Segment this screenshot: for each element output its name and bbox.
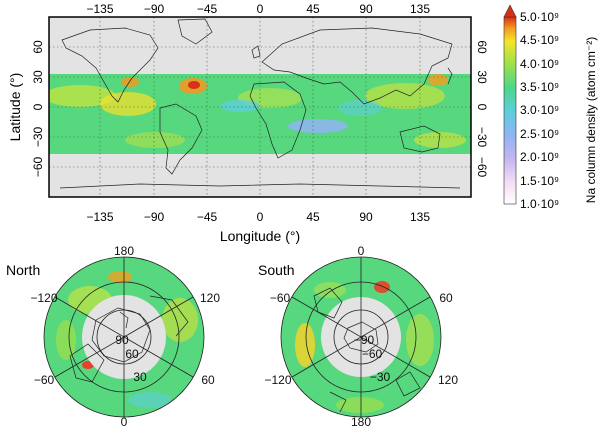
lat-tick-right: −30 xyxy=(475,127,489,148)
lat-tick-left: 30 xyxy=(31,70,45,84)
lat-tick-left: −30 xyxy=(31,126,45,147)
lon-tick-bottom: −90 xyxy=(144,210,165,224)
north-lat-label: 60 xyxy=(125,347,139,361)
south-lon-label: 120 xyxy=(438,373,458,387)
colorbar-bar xyxy=(503,16,517,205)
left-lat-ticks: 60 30 0 −30 −60 xyxy=(31,40,45,177)
south-lon-label: −60 xyxy=(270,291,291,305)
lat-tick-right: 60 xyxy=(475,40,489,54)
south-lat-label: −60 xyxy=(362,347,383,361)
north-lon-label: 0 xyxy=(121,415,128,429)
south-lon-label: 60 xyxy=(439,291,453,305)
heatmap-band xyxy=(49,74,471,154)
colorbar-tick: 5.0·10⁹ xyxy=(520,10,559,24)
north-lat-label: 30 xyxy=(133,370,147,384)
north-lon-label: −60 xyxy=(34,373,55,387)
north-grid xyxy=(43,256,205,418)
colorbar-tick: 4.0·10⁹ xyxy=(520,57,559,71)
lat-tick-left: 60 xyxy=(31,40,45,54)
map-frame xyxy=(48,16,472,198)
lon-tick-bottom: 45 xyxy=(306,210,320,224)
lon-tick-top: −135 xyxy=(86,2,113,16)
lat-tick-right: 30 xyxy=(475,70,489,84)
colorbar-tick: 2.0·10⁹ xyxy=(520,150,559,164)
south-panel-label: South xyxy=(258,262,295,278)
south-lon-labels: 0 60 120 180 −120 −60 xyxy=(264,244,458,429)
south-polar-panel: South 0 60 120 xyxy=(258,244,458,429)
lon-tick-bottom: 0 xyxy=(257,210,264,224)
colorbar-title: Na column density (atom cm⁻²) xyxy=(584,37,598,203)
north-lon-labels: 180 120 60 0 −60 −120 xyxy=(30,244,220,429)
north-panel-label: North xyxy=(6,262,40,278)
y-axis-title: Latitude (°) xyxy=(7,73,23,142)
lon-tick-top: 45 xyxy=(306,2,320,16)
north-polar-panel: North 180 120 xyxy=(6,244,220,429)
coastlines xyxy=(59,18,461,189)
lat-tick-right: −60 xyxy=(475,157,489,178)
lon-tick-top: −90 xyxy=(144,2,165,16)
lat-tick-left: 0 xyxy=(31,103,45,110)
colorbar-tick: 2.5·10⁹ xyxy=(520,127,559,141)
bottom-lon-ticks: −135 −90 −45 0 45 90 135 xyxy=(86,210,430,224)
colorbar-tick: 3.0·10⁹ xyxy=(520,103,559,117)
colorbar-ticks: 5.0·10⁹ 4.5·10⁹ 4.0·10⁹ 3.5·10⁹ 3.0·10⁹ … xyxy=(520,10,559,211)
south-grid xyxy=(280,256,442,418)
south-lat-label: −30 xyxy=(370,370,391,384)
lon-tick-bottom: −45 xyxy=(197,210,218,224)
lon-tick-top: 90 xyxy=(359,2,373,16)
colorbar-tick: 3.5·10⁹ xyxy=(520,80,559,94)
north-lon-label: 60 xyxy=(201,373,215,387)
colorbar-tick: 1.0·10⁹ xyxy=(520,197,559,211)
north-lon-label: 180 xyxy=(114,244,134,258)
colorbar-tick: 1.5·10⁹ xyxy=(520,174,559,188)
south-lat-labels: −90 −60 −30 xyxy=(354,333,391,384)
south-lon-label: 180 xyxy=(351,415,371,429)
x-axis-title: Longitude (°) xyxy=(220,228,300,244)
lon-tick-bottom: 135 xyxy=(410,210,430,224)
colorbar: 5.0·10⁹ 4.5·10⁹ 4.0·10⁹ 3.5·10⁹ 3.0·10⁹ … xyxy=(503,4,598,211)
north-lon-label: 120 xyxy=(200,291,220,305)
north-lat-labels: 90 60 30 xyxy=(115,333,147,384)
lon-tick-top: −45 xyxy=(197,2,218,16)
south-lon-label: 0 xyxy=(358,244,365,258)
lon-tick-bottom: −135 xyxy=(86,210,113,224)
south-lat-label: −90 xyxy=(354,333,375,347)
lon-tick-top: 0 xyxy=(257,2,264,16)
colorbar-tick: 4.5·10⁹ xyxy=(520,33,559,47)
lon-tick-bottom: 90 xyxy=(359,210,373,224)
colorbar-extend-arrow xyxy=(503,4,517,18)
south-lon-label: −120 xyxy=(264,373,291,387)
right-lat-ticks: 60 30 0 −30 −60 xyxy=(475,40,489,177)
lat-tick-right: 0 xyxy=(475,104,489,111)
north-lon-label: −120 xyxy=(30,291,57,305)
top-map: −135 −90 −45 0 45 90 135 −135 −90 −45 0 … xyxy=(7,2,489,244)
lon-tick-top: 135 xyxy=(410,2,430,16)
top-lon-ticks: −135 −90 −45 0 45 90 135 xyxy=(86,2,430,16)
north-lat-label: 90 xyxy=(115,333,129,347)
lat-tick-left: −60 xyxy=(31,156,45,177)
